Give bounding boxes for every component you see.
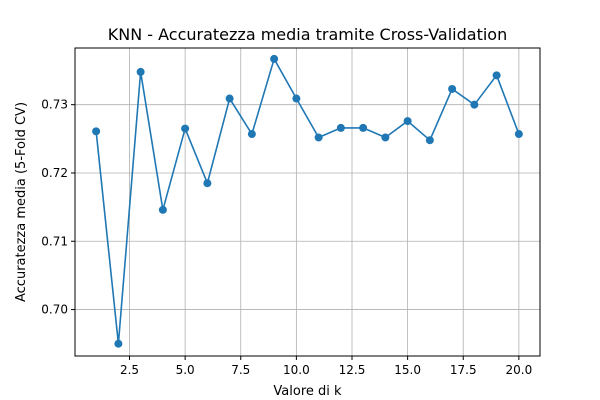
data-point xyxy=(336,123,345,132)
data-point xyxy=(270,54,279,63)
data-point xyxy=(114,339,123,348)
series-group xyxy=(92,54,523,348)
y-tick-label: 0.73 xyxy=(41,98,68,112)
data-point xyxy=(514,130,523,139)
x-ticks: 2.5 5.0 7.5 10.0 12.5 15.0 17.5 20.0 xyxy=(120,356,532,377)
y-tick-label: 0.70 xyxy=(41,303,68,317)
data-point xyxy=(158,205,167,214)
data-point xyxy=(448,84,457,93)
x-tick-label: 20.0 xyxy=(506,363,533,377)
data-point xyxy=(92,127,101,136)
data-point xyxy=(492,71,501,80)
grid xyxy=(75,48,540,356)
data-point xyxy=(203,179,212,188)
y-axis-label: Accuratezza media (5-Fold CV) xyxy=(14,102,29,302)
x-tick-label: 7.5 xyxy=(231,363,250,377)
x-tick-label: 5.0 xyxy=(176,363,195,377)
chart-title: KNN - Accuratezza media tramite Cross-Va… xyxy=(108,25,507,44)
series-line xyxy=(95,58,520,345)
plot-frame xyxy=(74,47,541,357)
x-tick-label: 12.5 xyxy=(339,363,366,377)
data-point xyxy=(181,124,190,133)
y-tick-label: 0.71 xyxy=(41,234,68,248)
data-point xyxy=(314,133,323,142)
x-tick-label: 2.5 xyxy=(120,363,139,377)
data-point xyxy=(425,136,434,145)
data-point xyxy=(470,100,479,109)
data-point xyxy=(225,94,234,103)
x-axis-label: Valore di k xyxy=(273,384,342,399)
x-tick-label: 17.5 xyxy=(450,363,477,377)
data-point xyxy=(247,130,256,139)
data-point xyxy=(381,133,390,142)
data-point xyxy=(359,123,368,132)
data-point xyxy=(292,94,301,103)
x-tick-label: 10.0 xyxy=(283,363,310,377)
data-point xyxy=(403,117,412,126)
y-ticks: 0.70 0.71 0.72 0.73 xyxy=(41,98,75,317)
data-point xyxy=(136,67,145,76)
y-tick-label: 0.72 xyxy=(41,166,68,180)
x-tick-label: 15.0 xyxy=(394,363,421,377)
